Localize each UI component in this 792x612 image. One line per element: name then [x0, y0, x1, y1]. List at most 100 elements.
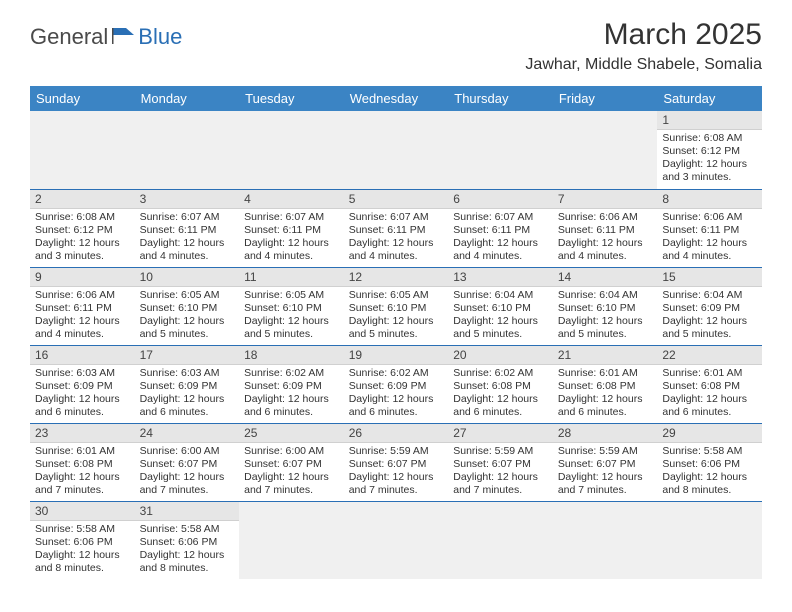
sunset-text: Sunset: 6:10 PM	[558, 302, 653, 315]
daylight-text: Daylight: 12 hours and 7 minutes.	[453, 471, 548, 497]
sunrise-text: Sunrise: 6:04 AM	[453, 289, 548, 302]
daylight-text: Daylight: 12 hours and 4 minutes.	[244, 237, 339, 263]
day-number: 12	[344, 268, 449, 287]
sunset-text: Sunset: 6:09 PM	[662, 302, 757, 315]
day-number: 9	[30, 268, 135, 287]
calendar-cell: 13Sunrise: 6:04 AMSunset: 6:10 PMDayligh…	[448, 267, 553, 345]
sunrise-text: Sunrise: 5:59 AM	[558, 445, 653, 458]
day-header: Friday	[553, 86, 658, 111]
calendar-cell: 26Sunrise: 5:59 AMSunset: 6:07 PMDayligh…	[344, 423, 449, 501]
daylight-text: Daylight: 12 hours and 8 minutes.	[35, 549, 130, 575]
day-number: 18	[239, 346, 344, 365]
sunset-text: Sunset: 6:10 PM	[349, 302, 444, 315]
day-details: Sunrise: 6:00 AMSunset: 6:07 PMDaylight:…	[239, 443, 344, 501]
sunset-text: Sunset: 6:09 PM	[244, 380, 339, 393]
sunrise-text: Sunrise: 5:59 AM	[349, 445, 444, 458]
day-details: Sunrise: 5:59 AMSunset: 6:07 PMDaylight:…	[553, 443, 658, 501]
day-header: Tuesday	[239, 86, 344, 111]
sunset-text: Sunset: 6:11 PM	[35, 302, 130, 315]
day-number: 16	[30, 346, 135, 365]
sunrise-text: Sunrise: 6:03 AM	[35, 367, 130, 380]
calendar-cell: 14Sunrise: 6:04 AMSunset: 6:10 PMDayligh…	[553, 267, 658, 345]
day-details: Sunrise: 6:03 AMSunset: 6:09 PMDaylight:…	[135, 365, 240, 423]
sunrise-text: Sunrise: 6:07 AM	[244, 211, 339, 224]
day-number: 28	[553, 424, 658, 443]
calendar-cell	[448, 111, 553, 189]
calendar-row: 1 Sunrise: 6:08 AMSunset: 6:12 PMDaylight…	[30, 111, 762, 189]
day-details: Sunrise: 6:02 AMSunset: 6:09 PMDaylight:…	[239, 365, 344, 423]
calendar-cell: 7Sunrise: 6:06 AMSunset: 6:11 PMDaylight…	[553, 189, 658, 267]
sunset-text: Sunset: 6:11 PM	[453, 224, 548, 237]
daylight-text: Daylight: 12 hours and 5 minutes.	[662, 315, 757, 341]
sunrise-text: Sunrise: 6:02 AM	[244, 367, 339, 380]
calendar-table: Sunday Monday Tuesday Wednesday Thursday…	[30, 86, 762, 579]
daylight-text: Daylight: 12 hours and 6 minutes.	[453, 393, 548, 419]
day-details: Sunrise: 5:59 AMSunset: 6:07 PMDaylight:…	[448, 443, 553, 501]
sunrise-text: Sunrise: 6:01 AM	[662, 367, 757, 380]
location-subtitle: Jawhar, Middle Shabele, Somalia	[525, 56, 762, 74]
calendar-cell: 27Sunrise: 5:59 AMSunset: 6:07 PMDayligh…	[448, 423, 553, 501]
daylight-text: Daylight: 12 hours and 7 minutes.	[558, 471, 653, 497]
day-details: Sunrise: 6:04 AMSunset: 6:10 PMDaylight:…	[448, 287, 553, 345]
day-number: 29	[657, 424, 762, 443]
sunset-text: Sunset: 6:07 PM	[140, 458, 235, 471]
calendar-cell	[30, 111, 135, 189]
calendar-cell: 11Sunrise: 6:05 AMSunset: 6:10 PMDayligh…	[239, 267, 344, 345]
sunset-text: Sunset: 6:12 PM	[662, 145, 757, 158]
sunset-text: Sunset: 6:07 PM	[349, 458, 444, 471]
daylight-text: Daylight: 12 hours and 3 minutes.	[35, 237, 130, 263]
sunrise-text: Sunrise: 6:05 AM	[140, 289, 235, 302]
day-header: Wednesday	[344, 86, 449, 111]
calendar-row: 9Sunrise: 6:06 AMSunset: 6:11 PMDaylight…	[30, 267, 762, 345]
sunrise-text: Sunrise: 6:05 AM	[349, 289, 444, 302]
day-header-row: Sunday Monday Tuesday Wednesday Thursday…	[30, 86, 762, 111]
day-details: Sunrise: 6:06 AMSunset: 6:11 PMDaylight:…	[30, 287, 135, 345]
calendar-cell	[448, 501, 553, 579]
sunrise-text: Sunrise: 6:08 AM	[35, 211, 130, 224]
daylight-text: Daylight: 12 hours and 4 minutes.	[35, 315, 130, 341]
sunset-text: Sunset: 6:12 PM	[35, 224, 130, 237]
logo-text-general: General	[30, 24, 108, 50]
day-number: 8	[657, 190, 762, 209]
logo: General Blue	[30, 24, 182, 50]
sunrise-text: Sunrise: 6:06 AM	[662, 211, 757, 224]
day-number: 27	[448, 424, 553, 443]
day-number: 13	[448, 268, 553, 287]
sunset-text: Sunset: 6:06 PM	[662, 458, 757, 471]
sunrise-text: Sunrise: 6:07 AM	[453, 211, 548, 224]
day-details: Sunrise: 6:01 AMSunset: 6:08 PMDaylight:…	[657, 365, 762, 423]
calendar-cell	[135, 111, 240, 189]
daylight-text: Daylight: 12 hours and 3 minutes.	[662, 158, 757, 184]
daylight-text: Daylight: 12 hours and 8 minutes.	[662, 471, 757, 497]
sunset-text: Sunset: 6:11 PM	[244, 224, 339, 237]
day-number: 10	[135, 268, 240, 287]
sunset-text: Sunset: 6:08 PM	[453, 380, 548, 393]
sunset-text: Sunset: 6:06 PM	[140, 536, 235, 549]
sunset-text: Sunset: 6:09 PM	[349, 380, 444, 393]
calendar-cell	[657, 501, 762, 579]
month-title: March 2025	[525, 18, 762, 52]
day-details: Sunrise: 5:58 AMSunset: 6:06 PMDaylight:…	[30, 521, 135, 579]
day-details: Sunrise: 6:07 AMSunset: 6:11 PMDaylight:…	[135, 209, 240, 267]
daylight-text: Daylight: 12 hours and 6 minutes.	[349, 393, 444, 419]
daylight-text: Daylight: 12 hours and 7 minutes.	[349, 471, 444, 497]
day-number: 22	[657, 346, 762, 365]
day-number: 1	[657, 111, 762, 130]
sunset-text: Sunset: 6:11 PM	[349, 224, 444, 237]
calendar-cell: 24Sunrise: 6:00 AMSunset: 6:07 PMDayligh…	[135, 423, 240, 501]
sunset-text: Sunset: 6:08 PM	[662, 380, 757, 393]
day-details: Sunrise: 6:04 AMSunset: 6:10 PMDaylight:…	[553, 287, 658, 345]
day-number: 15	[657, 268, 762, 287]
sunrise-text: Sunrise: 6:08 AM	[662, 132, 757, 145]
sunrise-text: Sunrise: 6:02 AM	[453, 367, 548, 380]
sunset-text: Sunset: 6:06 PM	[35, 536, 130, 549]
day-header: Sunday	[30, 86, 135, 111]
day-details: Sunrise: 6:05 AMSunset: 6:10 PMDaylight:…	[135, 287, 240, 345]
daylight-text: Daylight: 12 hours and 4 minutes.	[349, 237, 444, 263]
day-number: 14	[553, 268, 658, 287]
sunrise-text: Sunrise: 6:04 AM	[558, 289, 653, 302]
calendar-cell: 1 Sunrise: 6:08 AMSunset: 6:12 PMDaylight…	[657, 111, 762, 189]
calendar-cell	[553, 111, 658, 189]
calendar-cell: 30Sunrise: 5:58 AMSunset: 6:06 PMDayligh…	[30, 501, 135, 579]
day-number: 11	[239, 268, 344, 287]
